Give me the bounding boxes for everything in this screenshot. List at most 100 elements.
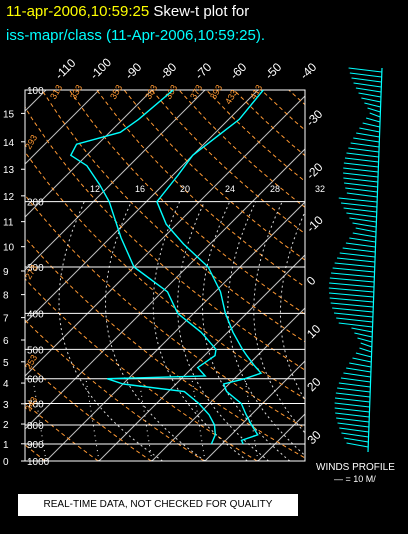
- height-km-label: 9: [3, 267, 9, 278]
- moist-adiabat-line: [152, 201, 248, 461]
- wind-barb: [349, 362, 372, 368]
- wind-barb: [366, 117, 381, 123]
- wind-barb: [337, 422, 369, 428]
- wind-barb: [364, 102, 381, 108]
- right-temp-label: -20: [303, 160, 325, 182]
- wind-barb: [346, 152, 379, 158]
- wind-barb: [349, 72, 382, 78]
- wind-barb: [344, 157, 379, 163]
- wind-barb: [358, 92, 382, 98]
- timestamp: 11-apr-2006,10:59:25: [6, 3, 150, 20]
- dry-adiabat-line: [25, 360, 152, 461]
- wind-barb: [336, 257, 375, 263]
- moist-adiabat-label: 12: [90, 184, 100, 194]
- wind-barb: [351, 327, 373, 333]
- wind-barb: [329, 282, 375, 288]
- top-temp-label: -90: [122, 60, 144, 82]
- height-km-label: 4: [3, 379, 9, 390]
- mixing-ratio-line: [85, 378, 100, 461]
- wind-barb: [343, 162, 379, 168]
- wind-barb: [354, 332, 373, 338]
- pressure-label: 800: [27, 421, 44, 432]
- wind-barb: [349, 217, 377, 223]
- wind-barb: [360, 342, 372, 348]
- dry-adiabat-label: 433: [223, 88, 239, 106]
- wind-barb: [346, 442, 369, 448]
- pressure-label: 400: [27, 309, 44, 320]
- wind-barb: [342, 247, 376, 253]
- top-temp-label: -100: [87, 55, 114, 82]
- top-temp-label: -80: [157, 60, 179, 82]
- wind-barb: [334, 262, 375, 268]
- moist-adiabat-line: [201, 201, 291, 461]
- axis-labels: 1000900800700600500400300200100012345678…: [3, 55, 326, 468]
- height-km-label: 3: [3, 400, 9, 411]
- pressure-label: 900: [27, 440, 44, 451]
- wind-barb: [357, 337, 373, 343]
- dry-adiabat-label: 383: [143, 83, 159, 101]
- wind-scale-label: — = 10 M/: [334, 474, 376, 484]
- dry-adiabat-line: [68, 90, 305, 315]
- dry-adiabat-line: [25, 402, 99, 461]
- wind-barb: [333, 312, 373, 318]
- wind-barb: [338, 197, 378, 203]
- wind-barb: [353, 82, 382, 88]
- right-temp-label: -10: [304, 213, 326, 235]
- isotherm-line: [45, 201, 305, 461]
- moist-adiabat-line: [104, 201, 206, 461]
- dry-adiabat-line: [25, 106, 305, 371]
- height-km-label: 15: [3, 109, 15, 120]
- dewpoint-profile-line: [69, 90, 217, 445]
- title-line-1: 11-apr-2006,10:59:25 Skew-t plot for: [6, 3, 249, 20]
- isotherm-line: [25, 95, 305, 377]
- wind-barb: [337, 387, 371, 393]
- top-temp-label: -40: [297, 60, 319, 82]
- wind-barb: [329, 277, 375, 283]
- wind-barb: [328, 287, 374, 293]
- height-km-label: 5: [3, 358, 9, 369]
- dry-adiabat-line: [25, 236, 305, 459]
- wind-barb: [369, 112, 381, 118]
- wind-barb: [331, 272, 375, 278]
- dry-adiabat-line: [96, 90, 305, 288]
- plot-type-label: Skew-t plot for: [153, 3, 250, 20]
- height-km-label: 14: [3, 138, 15, 149]
- wind-barb: [336, 317, 373, 323]
- height-km-label: 2: [3, 420, 9, 431]
- wind-barb: [343, 437, 369, 443]
- pressure-label: 500: [27, 345, 44, 356]
- wind-barb: [339, 427, 369, 433]
- wind-barb: [352, 222, 377, 228]
- dry-adiabat-label: 373: [188, 83, 204, 101]
- sounding-series: [69, 90, 264, 445]
- wind-barb: [328, 292, 374, 298]
- right-temp-label: 0: [304, 273, 319, 288]
- height-km-label: 6: [3, 336, 9, 347]
- isotherm-line: [151, 307, 305, 461]
- wind-barb: [355, 87, 382, 93]
- wind-barb: [350, 142, 380, 148]
- wind-barb: [329, 297, 374, 303]
- isotherm-line: [25, 90, 100, 165]
- pressure-label: 700: [27, 400, 44, 411]
- mixing-ratio-line: [244, 378, 259, 461]
- temperature-profile-line: [156, 90, 264, 445]
- dry-adiabat-line: [25, 151, 305, 400]
- height-km-label: 13: [3, 165, 15, 176]
- height-km-label: 1: [3, 440, 9, 451]
- isotherm-line: [25, 90, 153, 218]
- pressure-label: 1000: [27, 457, 50, 468]
- wind-barb: [348, 147, 380, 153]
- wind-barb: [343, 177, 378, 183]
- dry-adiabat-line: [260, 90, 305, 131]
- wind-barb: [343, 207, 377, 213]
- wind-barb: [351, 77, 382, 83]
- right-temp-label: 20: [304, 375, 324, 395]
- moist-adiabat-line: [58, 201, 163, 461]
- moist-adiabat-label: 20: [180, 184, 190, 194]
- moist-adiabat-label: 28: [270, 184, 280, 194]
- wind-barb: [343, 172, 379, 178]
- wind-barb: [344, 182, 378, 188]
- height-km-label: 11: [3, 218, 14, 229]
